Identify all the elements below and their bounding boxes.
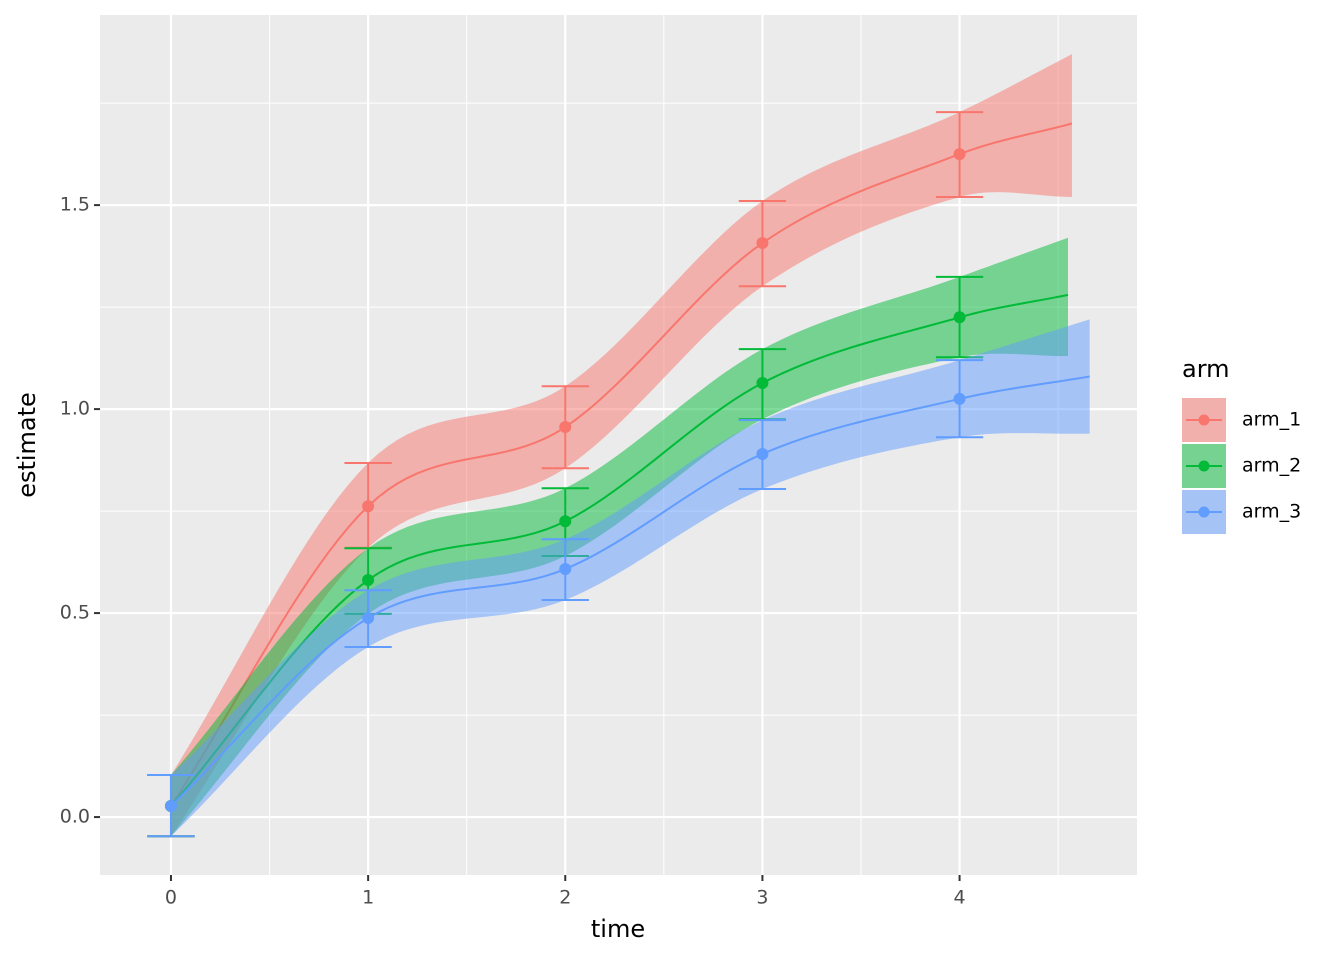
x-tick-label: 3 <box>756 887 768 909</box>
x-tick-label: 4 <box>954 887 966 909</box>
point <box>362 500 375 513</box>
legend-key-point <box>1198 414 1210 426</box>
legend-key-point <box>1198 506 1210 518</box>
x-tick-label: 2 <box>559 887 571 909</box>
point <box>756 376 769 389</box>
x-tick-label: 0 <box>165 887 177 909</box>
point <box>559 563 572 576</box>
point <box>953 311 966 324</box>
x-tick-label: 1 <box>362 887 374 909</box>
ribbon <box>170 54 1072 837</box>
point <box>756 237 769 250</box>
point <box>164 800 177 813</box>
y-tick-label: 0.0 <box>60 806 90 828</box>
point <box>953 392 966 405</box>
y-tick-label: 1.0 <box>60 398 90 420</box>
ribbon <box>170 319 1090 837</box>
y-axis-title: estimate <box>13 392 41 498</box>
ribbon <box>170 237 1069 837</box>
point <box>953 148 966 161</box>
point <box>362 574 375 587</box>
point <box>559 515 572 528</box>
y-tick-label: 0.5 <box>60 602 90 624</box>
legend-label: arm_3 <box>1242 501 1301 523</box>
x-axis-title: time <box>591 915 645 943</box>
trend-line <box>170 122 1073 807</box>
legend-label: arm_2 <box>1242 455 1301 477</box>
trend-line <box>170 293 1069 807</box>
point <box>559 421 572 434</box>
point <box>756 447 769 460</box>
trend-line <box>170 375 1090 807</box>
point <box>362 611 375 624</box>
legend-title: arm <box>1182 355 1230 383</box>
y-tick-label: 1.5 <box>60 194 90 216</box>
legend-label: arm_1 <box>1242 409 1301 431</box>
legend-key-point <box>1198 460 1210 472</box>
